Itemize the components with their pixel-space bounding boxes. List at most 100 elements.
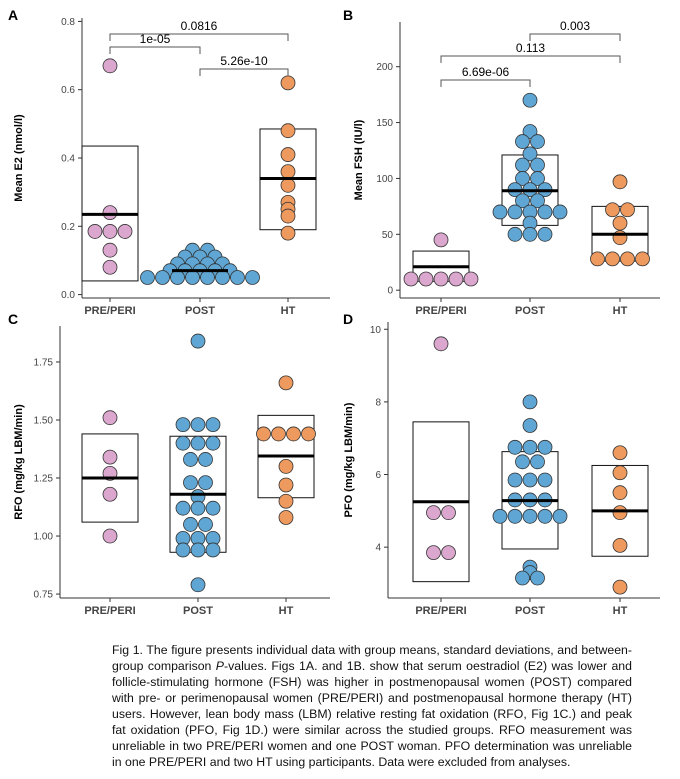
data-point (612, 215, 628, 231)
data-point (492, 204, 508, 220)
data-point (522, 146, 538, 162)
data-point (507, 439, 523, 455)
data-point (605, 202, 620, 218)
data-point (426, 545, 441, 561)
x-tick-label: PRE/PERI (84, 605, 135, 617)
data-point (170, 270, 185, 285)
data-point (278, 459, 294, 474)
caption-italic: P (215, 659, 224, 673)
data-point (612, 230, 628, 246)
data-point (515, 570, 530, 586)
data-point (256, 426, 271, 442)
y-tick-label: 8 (375, 397, 381, 408)
data-point (441, 545, 456, 561)
data-point (612, 485, 628, 501)
data-point (215, 270, 230, 285)
data-point (102, 259, 118, 275)
data-point (280, 225, 296, 241)
data-point (433, 232, 449, 248)
comparison-bracket (109, 33, 289, 41)
data-point (200, 270, 215, 285)
data-point (448, 271, 464, 287)
y-tick-label: 0.6 (61, 85, 75, 96)
y-tick-label: 50 (382, 230, 394, 241)
data-point (190, 435, 206, 451)
data-point (403, 271, 419, 287)
data-point (612, 174, 628, 190)
data-point (537, 204, 553, 220)
data-point (530, 570, 545, 586)
data-point (635, 251, 650, 267)
panel-letter: A (8, 7, 18, 23)
p-value: 0.113 (516, 41, 545, 55)
data-point (426, 505, 441, 521)
data-point (102, 224, 118, 239)
data-point (492, 508, 508, 524)
data-point (271, 426, 286, 442)
x-tick-label: POST (185, 305, 215, 317)
y-tick-label: 0.4 (61, 154, 75, 165)
data-point (102, 58, 118, 74)
data-point (280, 123, 296, 139)
data-point (522, 92, 538, 108)
comparison-bracket (440, 55, 621, 63)
y-tick-label: 0.0 (61, 290, 75, 301)
y-axis-label: Mean E2 (nmol/l) (13, 114, 25, 202)
data-point (605, 251, 620, 267)
data-point (175, 500, 191, 516)
p-value: 0.0816 (181, 19, 218, 33)
data-point (507, 204, 523, 220)
data-point (433, 271, 449, 287)
y-axis-label: PFO (mg/kg LBM/min) (343, 402, 355, 517)
data-point (183, 517, 198, 532)
data-point (507, 226, 523, 242)
comparison-bracket (199, 68, 289, 76)
data-point (530, 454, 545, 470)
data-point (280, 147, 296, 162)
data-point (507, 508, 523, 524)
data-point (190, 577, 206, 593)
data-point (522, 124, 538, 139)
data-point (620, 251, 635, 267)
data-point (537, 508, 553, 524)
data-point (102, 486, 118, 502)
y-tick-label: 100 (376, 174, 393, 185)
y-tick-label: 0.2 (61, 222, 75, 233)
data-point (537, 472, 553, 488)
data-point (175, 417, 191, 433)
data-point (117, 224, 133, 239)
data-point (183, 452, 198, 467)
data-point (185, 270, 200, 285)
data-point (280, 177, 296, 193)
data-point (278, 510, 294, 525)
data-point (280, 75, 296, 91)
data-point (155, 270, 170, 285)
data-point (522, 394, 538, 410)
data-point (418, 271, 434, 287)
x-tick-label: POST (515, 305, 545, 317)
data-point (175, 542, 191, 558)
y-tick-label: 0.8 (61, 17, 75, 28)
data-point (190, 500, 206, 516)
y-axis-label: RFO (mg/kg LBM/min) (13, 404, 25, 520)
data-point (102, 528, 118, 544)
p-value: 6.69e-06 (462, 65, 510, 79)
data-point (530, 193, 545, 209)
data-point (198, 452, 213, 467)
data-point (515, 454, 530, 470)
caption: Fig 1. The figure presents individual da… (112, 642, 632, 770)
data-point (620, 202, 635, 218)
p-value: 5.26e-10 (220, 54, 268, 68)
data-point (515, 157, 530, 173)
data-point (301, 426, 316, 442)
data-point (515, 193, 530, 209)
data-point (522, 508, 538, 524)
data-point (590, 251, 605, 267)
chart-grid: A Mean E2 (nmol/l) 0.0 0.2 0.4 0.6 0.8 PRE/PERI… (8, 7, 660, 617)
data-point (198, 517, 213, 532)
data-point (205, 417, 221, 433)
data-point (198, 475, 213, 491)
y-tick-label: 200 (376, 62, 393, 73)
data-point (190, 333, 206, 349)
y-tick-label: 1.25 (34, 474, 54, 485)
